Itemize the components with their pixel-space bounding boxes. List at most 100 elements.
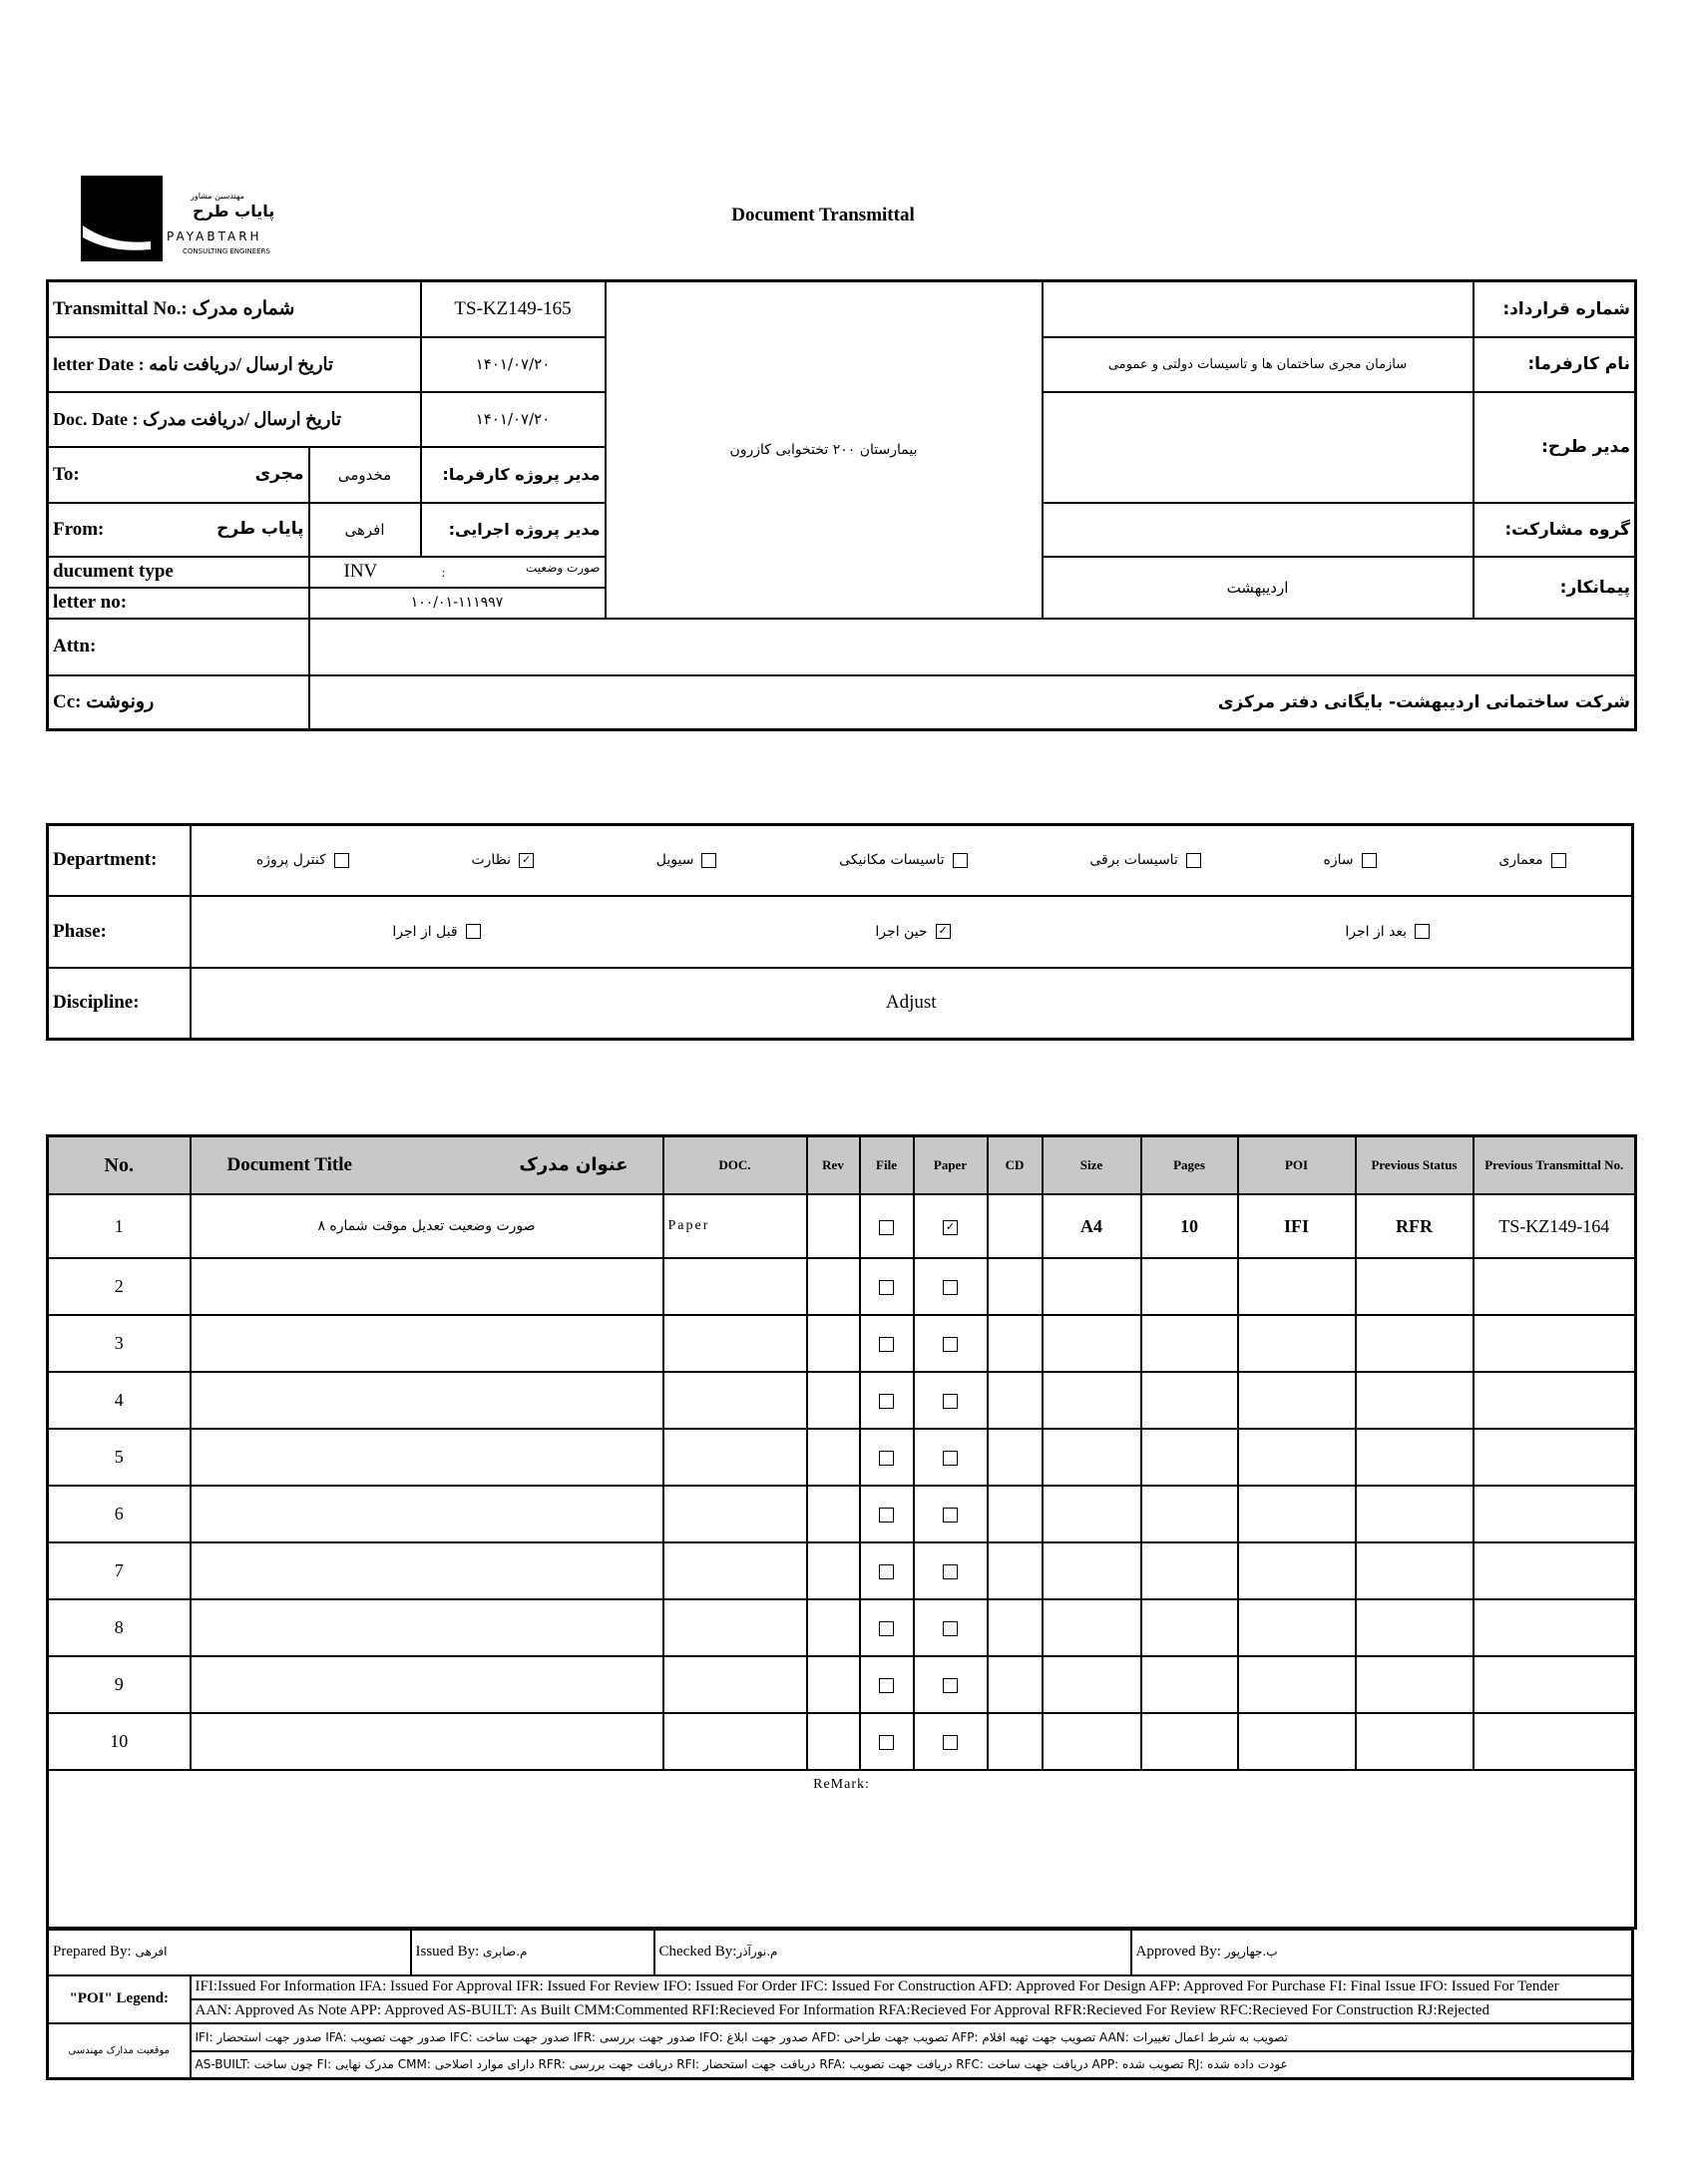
checkbox-icon[interactable] — [879, 1394, 894, 1410]
checkbox-icon[interactable] — [879, 1337, 894, 1353]
table-row: 5 — [46, 1428, 1637, 1487]
cell-size — [1041, 1655, 1142, 1714]
poi-legend-line-1: IFI:Issued For Information IFA: Issued F… — [189, 1973, 1634, 2000]
cell-pages — [1139, 1371, 1239, 1430]
checkbox-icon[interactable] — [333, 852, 349, 868]
phase-option[interactable]: بعد از اجرا — [1345, 923, 1431, 940]
cell-poi — [1236, 1712, 1357, 1771]
table-row: 2 — [46, 1257, 1637, 1316]
to-value: مجری — [254, 463, 304, 484]
attn-value — [307, 617, 1637, 676]
checkbox-icon[interactable] — [943, 1621, 958, 1637]
cell-title — [189, 1257, 664, 1316]
cell-no: 6 — [46, 1485, 192, 1543]
project-name: بیمارستان ۲۰۰ تختخوابی کازرون — [604, 279, 1044, 620]
checkbox-icon[interactable] — [943, 1735, 958, 1751]
table-row: 6 — [46, 1485, 1637, 1543]
cell-doc — [661, 1371, 808, 1430]
cell-paper[interactable] — [912, 1598, 989, 1657]
checkbox-icon[interactable] — [465, 924, 481, 939]
cell-poi — [1236, 1655, 1357, 1714]
cell-file[interactable] — [858, 1193, 915, 1259]
cell-pages — [1139, 1598, 1239, 1657]
checkbox-icon[interactable] — [952, 852, 968, 868]
cell-file[interactable] — [858, 1257, 915, 1316]
phase-option[interactable]: قبل از اجرا — [392, 924, 481, 940]
checkbox-icon[interactable] — [943, 1678, 958, 1694]
checkbox-icon[interactable] — [943, 1508, 958, 1524]
checkbox-icon[interactable] — [1361, 852, 1377, 868]
cell-paper[interactable] — [912, 1485, 989, 1543]
phase-label: Phase: — [46, 894, 192, 969]
cell-rev — [805, 1598, 861, 1657]
cell-paper[interactable] — [912, 1314, 989, 1373]
doc-type-label: ducument type — [46, 555, 310, 589]
department-option[interactable]: سیویل — [656, 852, 717, 868]
department-option[interactable]: تاسیسات مکانیکی — [839, 852, 968, 868]
checkbox-icon[interactable] — [943, 1280, 958, 1296]
checkbox-icon[interactable] — [943, 1564, 958, 1580]
phase-option-label: حین اجرا — [875, 923, 928, 940]
checkbox-checked-icon[interactable]: ✓ — [935, 924, 951, 939]
checkbox-icon[interactable] — [879, 1280, 894, 1296]
checkbox-icon[interactable] — [1185, 852, 1201, 868]
cell-paper[interactable] — [912, 1428, 989, 1487]
partner-label: گروه مشارکت: — [1472, 501, 1637, 558]
cell-paper[interactable] — [912, 1257, 989, 1316]
cell-poi — [1236, 1428, 1357, 1487]
checked-by: Checked By:م.نورآذر — [652, 1928, 1132, 1976]
department-option[interactable]: تاسیسات برقی — [1089, 852, 1201, 869]
cell-poi — [1236, 1371, 1357, 1430]
cell-pages — [1139, 1655, 1239, 1714]
checkbox-icon[interactable] — [943, 1394, 958, 1410]
cell-size — [1041, 1257, 1142, 1316]
cell-file[interactable] — [858, 1655, 915, 1714]
cell-file[interactable] — [858, 1712, 915, 1771]
col-title-fa: عنوان مدرک — [519, 1154, 629, 1175]
checkbox-icon[interactable] — [943, 1337, 958, 1353]
checkbox-icon[interactable] — [1415, 924, 1431, 939]
cell-paper[interactable] — [912, 1541, 989, 1600]
from-person: افرهی — [307, 501, 422, 558]
cell-rev — [805, 1371, 861, 1430]
cc-label: Cc: رونوشت — [46, 673, 310, 731]
cell-doc — [661, 1257, 808, 1316]
cell-paper[interactable] — [912, 1371, 989, 1430]
table-row: 4 — [46, 1371, 1637, 1430]
checkbox-icon[interactable] — [879, 1508, 894, 1524]
cell-file[interactable] — [858, 1371, 915, 1430]
col-title: Document Title عنوان مدرک — [189, 1134, 664, 1195]
department-label: Department: — [46, 823, 192, 897]
checkbox-icon[interactable] — [879, 1621, 894, 1637]
checkbox-icon[interactable] — [943, 1451, 958, 1467]
phase-option-label: بعد از اجرا — [1345, 923, 1408, 940]
checkbox-icon[interactable] — [879, 1735, 894, 1751]
cell-paper[interactable]: ✓ — [912, 1193, 989, 1259]
cell-file[interactable] — [858, 1485, 915, 1543]
department-option[interactable]: سازه — [1324, 852, 1377, 868]
cell-paper[interactable] — [912, 1712, 989, 1771]
cell-title — [189, 1598, 664, 1657]
checkbox-icon[interactable] — [879, 1451, 894, 1467]
checkbox-icon[interactable] — [879, 1678, 894, 1694]
col-rev: Rev — [805, 1134, 861, 1195]
checkbox-icon[interactable] — [879, 1219, 894, 1235]
cell-cd — [986, 1193, 1044, 1259]
checkbox-icon[interactable] — [1550, 852, 1566, 868]
cell-file[interactable] — [858, 1314, 915, 1373]
checkbox-checked-icon[interactable]: ✓ — [519, 852, 535, 868]
department-option[interactable]: کنترل پروژه — [256, 852, 349, 868]
department-option-label: تاسیسات برقی — [1089, 852, 1178, 869]
cell-doc — [661, 1541, 808, 1600]
cell-file[interactable] — [858, 1428, 915, 1487]
cell-file[interactable] — [858, 1598, 915, 1657]
phase-option[interactable]: حین اجرا ✓ — [875, 923, 951, 940]
cell-file[interactable] — [858, 1541, 915, 1600]
cell-paper[interactable] — [912, 1655, 989, 1714]
department-option[interactable]: معماری — [1498, 852, 1566, 869]
checkbox-checked-icon[interactable]: ✓ — [943, 1219, 958, 1235]
checkbox-icon[interactable] — [701, 852, 717, 868]
department-option-label: معماری — [1498, 852, 1543, 869]
department-option[interactable]: نظارت ✓ — [471, 852, 535, 868]
checkbox-icon[interactable] — [879, 1564, 894, 1580]
